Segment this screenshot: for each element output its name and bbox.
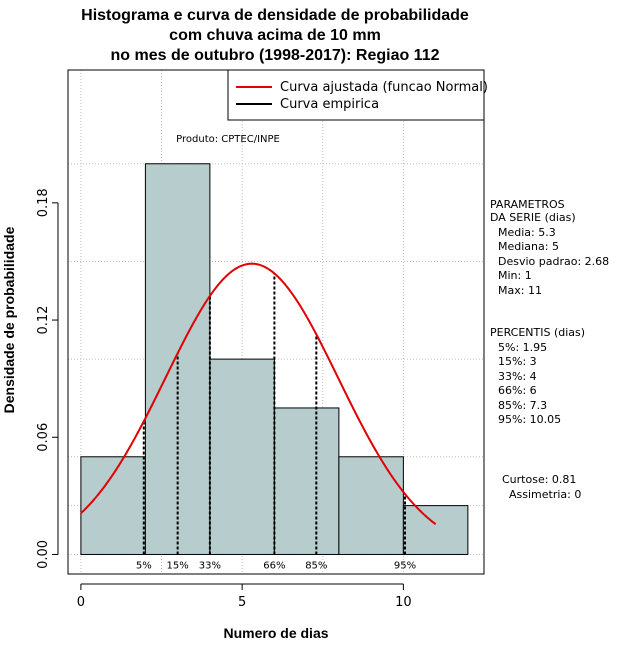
percentil-85: 85%: 7.3: [498, 399, 547, 412]
y-tick-label: 0.06: [36, 423, 51, 452]
assimetria-value: Assimetria: 0: [509, 488, 581, 501]
percentil-95: 95%: 10.05: [498, 413, 561, 426]
chart-title-line-2: com chuva acima de 10 mm: [169, 27, 381, 44]
parametros-subheading: DA SERIE (dias): [490, 211, 576, 224]
curtose-value: Curtose: 0.81: [502, 473, 576, 486]
x-axis-title: Numero de dias: [223, 625, 328, 641]
legend-label-empirica: Curva empirica: [280, 97, 379, 112]
legend-box: [227, 69, 485, 121]
y-tick-label: 0.12: [36, 306, 51, 335]
x-tick-label: 0: [77, 595, 85, 610]
histogram-bar-4: [338, 456, 404, 555]
parametros-heading: PARAMETROS: [490, 198, 565, 211]
percentil-5: 5%: 1.95: [498, 341, 547, 354]
product-annotation: Produto: CPTEC/INPE: [176, 134, 280, 145]
percentile-lines: 5% 15% 33% 66% 85% 95%: [136, 273, 416, 571]
histogram-bar-2: [209, 358, 275, 555]
percentis-heading: PERCENTIS (dias): [490, 326, 585, 339]
percentile-label-3: 66%: [263, 560, 285, 571]
percentis-panel: PERCENTIS (dias) 5%: 1.95 15%: 3 33%: 4 …: [490, 326, 585, 426]
percentile-label-1: 15%: [167, 560, 189, 571]
histogram-bar-3: [273, 407, 340, 555]
y-tick-label: 0.00: [36, 540, 51, 569]
parametro-mediana: Mediana: 5: [498, 240, 559, 253]
x-tick-label: 5: [238, 595, 246, 610]
percentile-label-4: 85%: [305, 560, 327, 571]
y-tick-label: 0.18: [36, 188, 51, 217]
percentile-label-0: 5%: [136, 560, 152, 571]
percentil-66: 66%: 6: [498, 384, 537, 397]
percentil-15: 15%: 3: [498, 355, 537, 368]
normal-curve-line: [80, 262, 437, 525]
chart-title-line-3: no mes de outubro (1998-2017): Regiao 11…: [111, 47, 440, 64]
legend: Curva ajustada (funcao Normal) Curva emp…: [227, 69, 488, 121]
histogram-bar-5: [402, 505, 469, 555]
histogram-bar-0: [80, 456, 146, 555]
parametro-max: Max: 11: [498, 284, 542, 297]
x-tick-label: 10: [395, 595, 412, 610]
parametro-media: Media: 5.3: [498, 226, 556, 239]
y-axis-title: Densidade de probabilidade: [1, 226, 17, 413]
percentile-label-2: 33%: [199, 560, 221, 571]
parametro-min: Min: 1: [498, 269, 532, 282]
percentile-label-5: 95%: [394, 560, 416, 571]
legend-label-normal: Curva ajustada (funcao Normal): [280, 80, 488, 95]
parametro-desvio: Desvio padrao: 2.68: [498, 255, 609, 268]
normal-curve: [80, 262, 437, 525]
chart-title-line-1: Histograma e curva de densidade de proba…: [81, 7, 469, 24]
percentil-33: 33%: 4: [498, 370, 537, 383]
shape-stats-panel: Curtose: 0.81 Assimetria: 0: [502, 473, 581, 501]
parametros-panel: PARAMETROS DA SERIE (dias) Media: 5.3 Me…: [490, 198, 609, 297]
axes: 0 5 10 0.00 0.06 0.12 0.18: [36, 188, 412, 610]
